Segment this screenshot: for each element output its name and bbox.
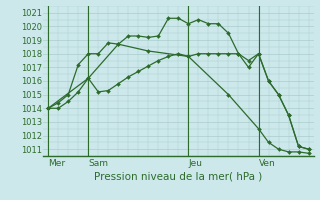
X-axis label: Pression niveau de la mer( hPa ): Pression niveau de la mer( hPa ) — [94, 172, 262, 182]
